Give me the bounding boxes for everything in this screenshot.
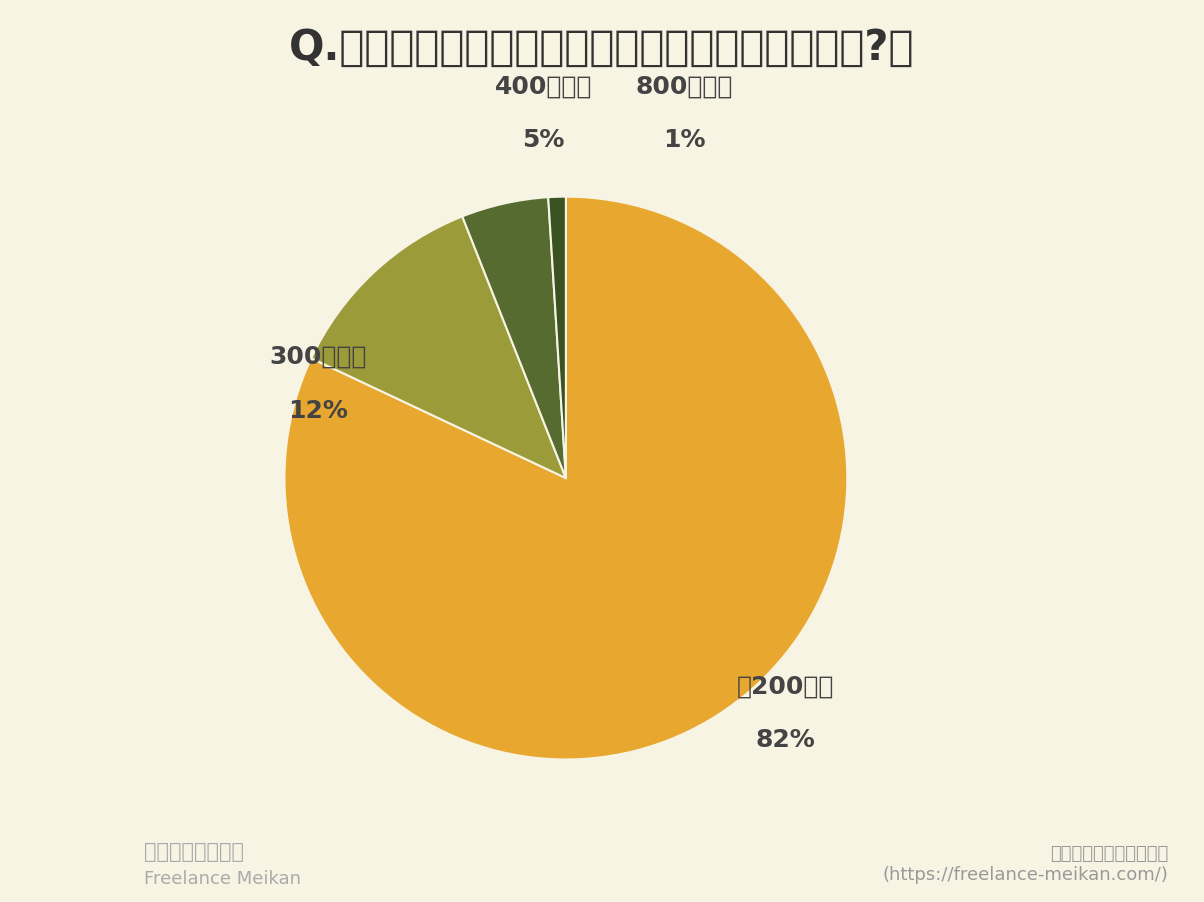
- Wedge shape: [312, 216, 566, 478]
- Text: Freelance Meikan: Freelance Meikan: [144, 870, 301, 888]
- Wedge shape: [548, 197, 566, 478]
- Text: 400万円台: 400万円台: [495, 75, 592, 99]
- Text: 12%: 12%: [288, 399, 348, 422]
- Text: 82%: 82%: [756, 728, 815, 751]
- Text: 300万円台: 300万円台: [270, 345, 367, 369]
- Text: 1%: 1%: [663, 128, 706, 152]
- Text: 5%: 5%: [523, 128, 565, 152]
- Wedge shape: [462, 198, 566, 478]
- Text: Q.「フリーランス１年目の年収はいくらでしたか?」: Q.「フリーランス１年目の年収はいくらでしたか?」: [289, 27, 915, 69]
- Text: フリーランス名鑑: フリーランス名鑑: [144, 842, 244, 862]
- Text: ～200万円: ～200万円: [737, 675, 834, 698]
- Wedge shape: [284, 197, 848, 759]
- Text: 800万円台: 800万円台: [636, 75, 733, 99]
- Text: 作成：フリーランス名鑑
(https://freelance-meikan.com/): 作成：フリーランス名鑑 (https://freelance-meikan.co…: [883, 845, 1168, 884]
